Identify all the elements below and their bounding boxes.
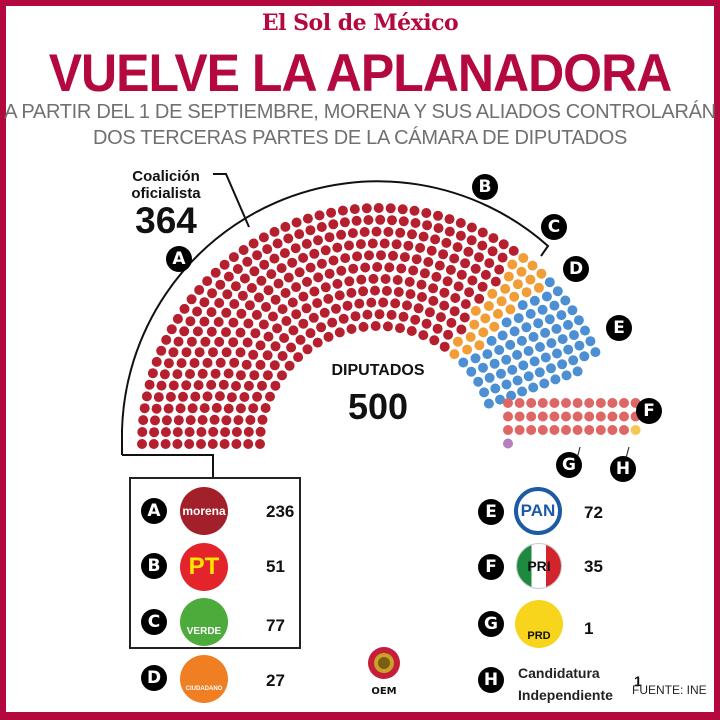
- legend-badge-h: H: [478, 667, 504, 693]
- callout-badge-d: D: [563, 256, 589, 282]
- callout-badge-h: H: [610, 456, 636, 482]
- masthead-logo: El Sol de México: [261, 10, 459, 36]
- callout-badge-e: E: [606, 315, 632, 341]
- legend-count-independent: 1: [634, 673, 642, 689]
- morena-logo-icon: morena: [180, 487, 228, 535]
- legend-badge-f: F: [478, 554, 504, 580]
- callout-badge-a: A: [166, 246, 192, 272]
- callout-badge-g: G: [556, 452, 582, 478]
- coalition-total: 364: [135, 200, 197, 241]
- coalition-legend-box: [129, 477, 301, 649]
- legend-badge-e: E: [478, 499, 504, 525]
- callout-badge-c: C: [541, 214, 567, 240]
- pan-logo-icon: PAN: [514, 487, 562, 535]
- source-note: FUENTE: INE: [632, 683, 707, 697]
- legend-count-pan: 72: [584, 503, 603, 522]
- independent-label: Candidatura Independiente: [518, 662, 613, 706]
- headline: VUELVE LA APLANADORA: [48, 43, 673, 103]
- pri-logo-icon: PRI: [516, 543, 562, 589]
- chamber-label: DIPUTADOS: [331, 362, 425, 379]
- pt-logo-icon: PT: [180, 543, 228, 591]
- verde-logo-icon: VERDE: [180, 598, 228, 646]
- legend-count-prd: 1: [584, 619, 594, 638]
- legend-count-mc: 27: [266, 671, 285, 690]
- oem-logo-icon: OEM: [368, 647, 400, 697]
- callout-badge-f: F: [636, 398, 662, 424]
- independent-label-line-1: Candidatura: [518, 665, 600, 681]
- legend-badge-d: D: [141, 665, 167, 691]
- prd-logo-icon: PRD: [515, 600, 563, 648]
- subtitle-line-2: DOS TERCERAS PARTES DE LA CÁMARA DE DIPU…: [92, 127, 628, 149]
- legend-badge-c: C: [141, 609, 167, 635]
- movimiento-ciudadano-logo-icon: CIUDADANO: [180, 655, 228, 703]
- subtitle-line-1: A PARTIR DEL 1 DE SEPTIEMBRE, MORENA Y S…: [4, 101, 716, 123]
- legend-count-verde: 77: [266, 616, 285, 635]
- legend-count-pt: 51: [266, 557, 285, 576]
- svg-text:OEM: OEM: [371, 686, 396, 697]
- chamber-total: 500: [347, 386, 409, 427]
- legend-badge-b: B: [141, 553, 167, 579]
- legend-badge-g: G: [478, 611, 504, 637]
- legend-count-morena: 236: [266, 502, 295, 521]
- legend-count-pri: 35: [584, 557, 603, 576]
- legend-badge-a: A: [141, 498, 167, 524]
- coalition-label: Coalición oficialista: [131, 168, 201, 202]
- infographic-frame: [6, 6, 714, 712]
- callout-badge-b: B: [472, 174, 498, 200]
- independent-label-line-2: Independiente: [518, 687, 613, 703]
